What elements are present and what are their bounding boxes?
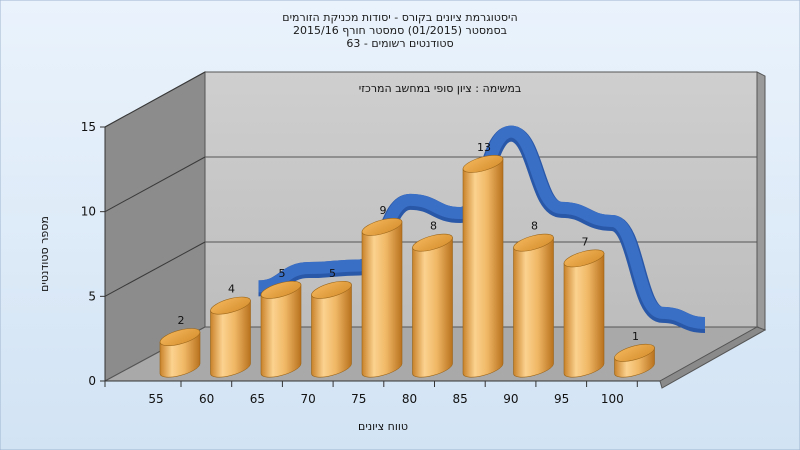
x-tick-label: 90	[503, 392, 518, 406]
bar: 9	[361, 204, 403, 378]
bar-data-label: 2	[178, 314, 185, 327]
bar: 2	[159, 314, 201, 378]
ribbon-band	[258, 125, 706, 329]
bar-data-label: 8	[531, 220, 538, 233]
gridline-left	[104, 241, 206, 297]
bar: 1	[614, 330, 655, 378]
chart-subtitle-line-2: סטודנטים רשומים - 63	[346, 37, 453, 50]
bar-data-label: 1	[632, 330, 639, 343]
bar-data-label: 5	[329, 267, 336, 280]
right-wall-edge	[756, 71, 766, 331]
bar-body	[412, 237, 453, 378]
chart-subtitle-line-1: בסמסטר (01/2015) סמסטר חורף 2015/16	[293, 24, 507, 37]
y-tick-label: 0	[88, 374, 96, 388]
x-tick-label: 95	[554, 392, 569, 406]
y-tick-label: 5	[88, 289, 96, 303]
bar-body	[563, 253, 605, 378]
bars: 2 4 5 5 9 8 13 8 7 1	[159, 141, 655, 378]
gridline-left	[104, 71, 206, 128]
bar-top	[513, 233, 554, 252]
x-tick-label: 70	[300, 392, 315, 406]
bar: 8	[513, 220, 554, 378]
bar-data-label: 8	[430, 220, 437, 233]
bar-top	[412, 233, 453, 252]
bar-top	[159, 328, 201, 347]
bar-data-label: 4	[228, 283, 235, 296]
bar-body	[210, 300, 251, 378]
bar-top	[614, 343, 655, 362]
bar: 8	[412, 220, 453, 378]
floor-edge	[659, 326, 767, 389]
bar-data-label: 13	[477, 141, 491, 154]
x-tick-label: 60	[199, 392, 214, 406]
distribution-ribbon	[257, 125, 706, 333]
y-tick-label: 15	[81, 120, 96, 134]
bar-top	[260, 280, 302, 299]
bar: 13	[462, 141, 504, 378]
y-tick-label: 10	[81, 205, 96, 219]
bar: 5	[260, 267, 302, 378]
bar: 4	[210, 283, 251, 378]
bar-data-label: 9	[380, 204, 387, 217]
bar-body	[311, 284, 352, 378]
x-tick-label: 80	[402, 392, 417, 406]
bar-body	[361, 221, 403, 378]
bar-body	[260, 284, 302, 378]
y-axis-ticks: 0 5 10 15	[81, 120, 105, 388]
bar-top	[563, 249, 605, 268]
bar-body	[462, 158, 504, 378]
x-tick-label: 55	[148, 392, 163, 406]
bar-top	[210, 296, 251, 315]
x-axis-ticks: 55 60 65 70 75 80 85 90 95 100	[104, 381, 638, 406]
bar-body	[513, 237, 554, 378]
y-axis-title: מספר סטודנטים	[38, 216, 51, 292]
x-tick-label: 65	[250, 392, 265, 406]
bar: 7	[563, 235, 605, 378]
bar-top	[311, 280, 352, 299]
chart-title: היסטוגרמת ציונים בקורס - יסודות מכניקת ה…	[282, 11, 517, 24]
x-tick-label: 85	[453, 392, 468, 406]
chart-annotation: במשימה : ציון סופי במחשב המרכזי	[359, 82, 522, 95]
bar-top	[462, 154, 504, 173]
x-tick-label: 75	[351, 392, 366, 406]
bar-data-label: 7	[582, 235, 589, 248]
x-axis-title: טווח ציונים	[358, 420, 408, 433]
gridline-left	[104, 156, 206, 213]
bar-top	[361, 217, 403, 236]
x-tick-label: 100	[601, 392, 624, 406]
bar-data-label: 5	[279, 267, 286, 280]
bar: 5	[311, 267, 352, 378]
